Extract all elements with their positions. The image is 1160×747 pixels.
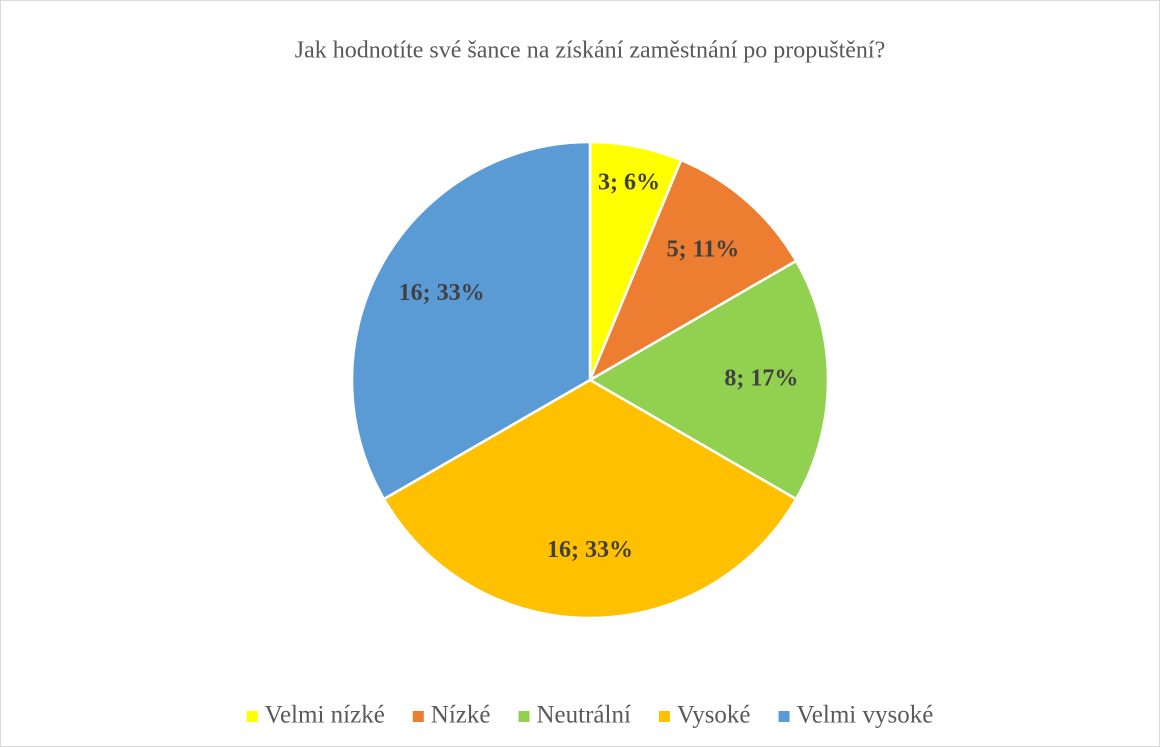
legend-label: Velmi vysoké [797,702,934,729]
legend-label: Neutrální [536,702,630,729]
legend-label: Vysoké [677,702,751,729]
data-label: 16; 33% [547,537,633,563]
chart-title: Jak hodnotíte své šance na získání zaměs… [295,38,886,64]
legend-swatch [778,711,790,722]
legend: Velmi nízké Nízké Neutrální Vysoké Velmi vys… [246,702,934,729]
data-label: 3; 6% [598,169,660,195]
pie-slice [350,140,592,501]
pie-slice [587,158,798,383]
pie-slice [382,378,798,620]
legend-label: Nízké [431,702,491,729]
legend-swatch [246,711,258,722]
data-label: 16; 33% [399,280,485,306]
legend-swatch [658,711,670,722]
legend-swatch [518,711,530,722]
legend-label: Velmi nízké [265,702,385,729]
data-label: 5; 11% [667,237,740,263]
data-label: 8; 17% [724,366,798,392]
pie-slice [587,259,830,501]
legend-swatch [412,711,424,722]
